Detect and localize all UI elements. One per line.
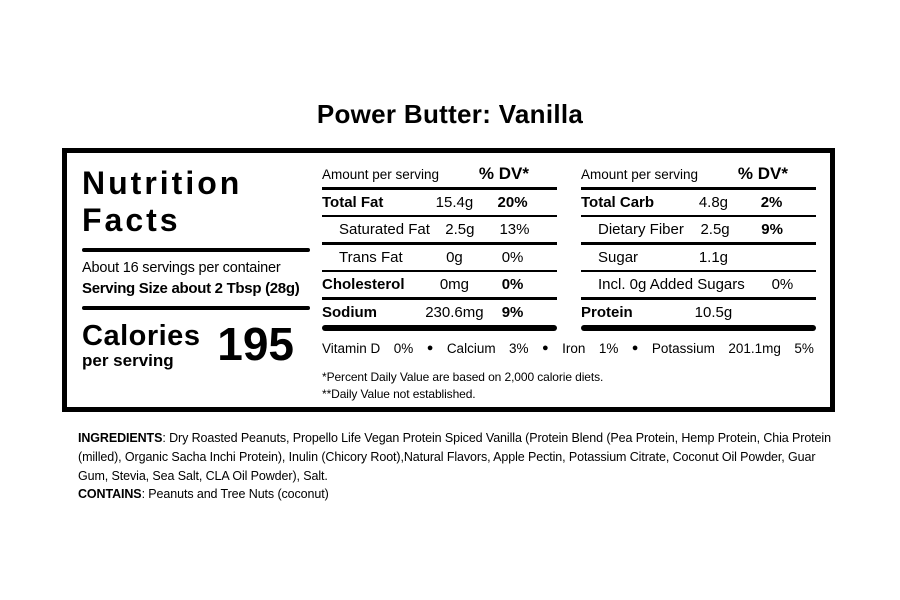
nutrient-amount: 1.1g [698, 248, 729, 266]
thick-divider [322, 324, 557, 331]
servings-per-container: About 16 servings per container [82, 259, 281, 276]
nutrient-row-cholesterol: Cholesterol 0mg 0% [322, 272, 557, 297]
divider [581, 187, 816, 190]
heading-line-2: Facts [82, 201, 181, 238]
nutrient-name: Cholesterol [322, 276, 405, 293]
nutrient-name: Dietary Fiber [598, 221, 684, 238]
nutrient-amount: 2.5g [700, 221, 730, 238]
nutrient-row-sodium: Sodium 230.6mg 9% [322, 300, 557, 325]
nutrient-row-sugar: Sugar 1.1g [581, 245, 816, 270]
nutrient-name: Protein [581, 303, 633, 321]
nutrient-name: Sugar [598, 248, 639, 266]
divider [82, 305, 310, 310]
nutrient-amount: 0g [446, 248, 463, 266]
nutrition-facts-heading: Nutrition Facts [82, 165, 310, 239]
nutrient-name: Saturated Fat [339, 221, 430, 238]
nutrient-amount: 0mg [439, 276, 469, 293]
nutrient-row-saturated-fat: Saturated Fat 2.5g 13% [322, 217, 557, 242]
micronutrient-dv: 5% [794, 340, 814, 356]
divider [581, 242, 816, 245]
micronutrient-dv: 0% [393, 340, 414, 356]
divider [581, 269, 816, 272]
calories-value: 195 [217, 318, 294, 371]
nutrient-dv: 9% [761, 221, 783, 238]
contains-label: CONTAINS [78, 487, 142, 502]
nutrient-row-added-sugars: Incl. 0g Added Sugars 0% [581, 272, 816, 297]
nutrient-dv: 9% [501, 303, 524, 321]
calories-label: Calories [82, 319, 201, 352]
nutrition-facts-panel: Nutrition Facts About 16 servings per co… [62, 148, 835, 412]
micronutrient-name: Vitamin D [322, 340, 381, 356]
nutrient-dv: 20% [497, 193, 528, 211]
divider [322, 242, 557, 245]
nutrient-detail-region: Amount per serving % DV* Total Fat 15.4g… [322, 163, 816, 401]
divider [82, 247, 310, 252]
column-header: Amount per serving % DV* [581, 163, 816, 187]
calories-words: Calories per serving [82, 319, 201, 370]
nutrient-dv: 0% [501, 248, 524, 266]
nutrient-name: Sodium [322, 303, 377, 321]
bullet-separator-icon: ● [542, 341, 549, 354]
nutrient-name: Trans Fat [339, 248, 403, 266]
micronutrient-dv: 1% [598, 340, 619, 356]
nutrient-row-total-carb: Total Carb 4.8g 2% [581, 190, 816, 215]
nutrient-name: Incl. 0g Added Sugars [598, 276, 745, 293]
micronutrient-name: Iron [562, 340, 586, 356]
amount-per-serving-header: Amount per serving [581, 167, 699, 182]
nutrient-column-fat: Amount per serving % DV* Total Fat 15.4g… [322, 163, 557, 331]
nutrient-amount: 10.5g [694, 303, 733, 321]
nutrient-column-carb: Amount per serving % DV* Total Carb 4.8g… [581, 163, 816, 331]
percent-dv-header: % DV* [737, 164, 788, 183]
nutrient-row-total-fat: Total Fat 15.4g 20% [322, 190, 557, 215]
serving-size: Serving Size about 2 Tbsp (28g) [82, 279, 300, 297]
calories-per-serving-label: per serving [82, 350, 174, 370]
nutrient-amount: 15.4g [435, 193, 474, 211]
percent-dv-header: % DV* [478, 164, 529, 183]
divider [322, 187, 557, 190]
nutrient-dv: 0% [771, 276, 794, 293]
ingredients-text: : Dry Roasted Peanuts, Propello Life Veg… [78, 431, 831, 483]
nutrient-dv: 0% [501, 276, 524, 293]
micronutrient-amount: 201.1mg [728, 340, 781, 356]
micronutrient-name: Calcium [446, 340, 496, 356]
column-header: Amount per serving % DV* [322, 163, 557, 187]
nutrient-dv: 13% [499, 221, 530, 238]
footnote-dv-not-established: **Daily Value not established. [322, 386, 476, 401]
divider [581, 214, 816, 217]
amount-per-serving-header: Amount per serving [322, 167, 440, 182]
footnote-percent-dv: *Percent Daily Value are based on 2,000 … [322, 369, 604, 384]
contains-text: : Peanuts and Tree Nuts (coconut) [141, 487, 329, 502]
nutrient-row-protein: Protein 10.5g [581, 300, 816, 325]
nutrient-amount: 230.6mg [425, 303, 484, 321]
divider [581, 297, 816, 300]
nutrient-dv: 2% [760, 193, 783, 211]
thick-divider [581, 324, 816, 331]
product-title: Power Butter: Vanilla [316, 99, 584, 129]
ingredients-label: INGREDIENTS [78, 431, 163, 445]
divider [322, 297, 557, 300]
nutrient-amount: 4.8g [698, 193, 729, 211]
nutrient-columns: Amount per serving % DV* Total Fat 15.4g… [322, 163, 816, 331]
micronutrient-dv: 3% [509, 340, 529, 356]
micronutrient-row: Vitamin D 0% ● Calcium 3% ● Iron 1% ● Po… [322, 341, 816, 361]
nutrient-row-trans-fat: Trans Fat 0g 0% [322, 245, 557, 270]
bullet-separator-icon: ● [426, 341, 434, 354]
micronutrient-name: Potassium [651, 340, 715, 356]
heading-line-1: Nutrition [82, 165, 243, 201]
ingredients-section: INGREDIENTS: Dry Roasted Peanuts, Propel… [78, 429, 836, 504]
nutrient-row-dietary-fiber: Dietary Fiber 2.5g 9% [581, 217, 816, 242]
nutrition-facts-left-column: Nutrition Facts About 16 servings per co… [82, 163, 310, 397]
bullet-separator-icon: ● [631, 341, 639, 354]
calories-block: Calories per serving 195 [82, 318, 310, 371]
nutrient-name: Total Carb [581, 193, 655, 211]
divider [322, 214, 557, 217]
divider [322, 269, 557, 272]
nutrient-amount: 2.5g [445, 221, 475, 238]
nutrient-name: Total Fat [322, 193, 384, 211]
